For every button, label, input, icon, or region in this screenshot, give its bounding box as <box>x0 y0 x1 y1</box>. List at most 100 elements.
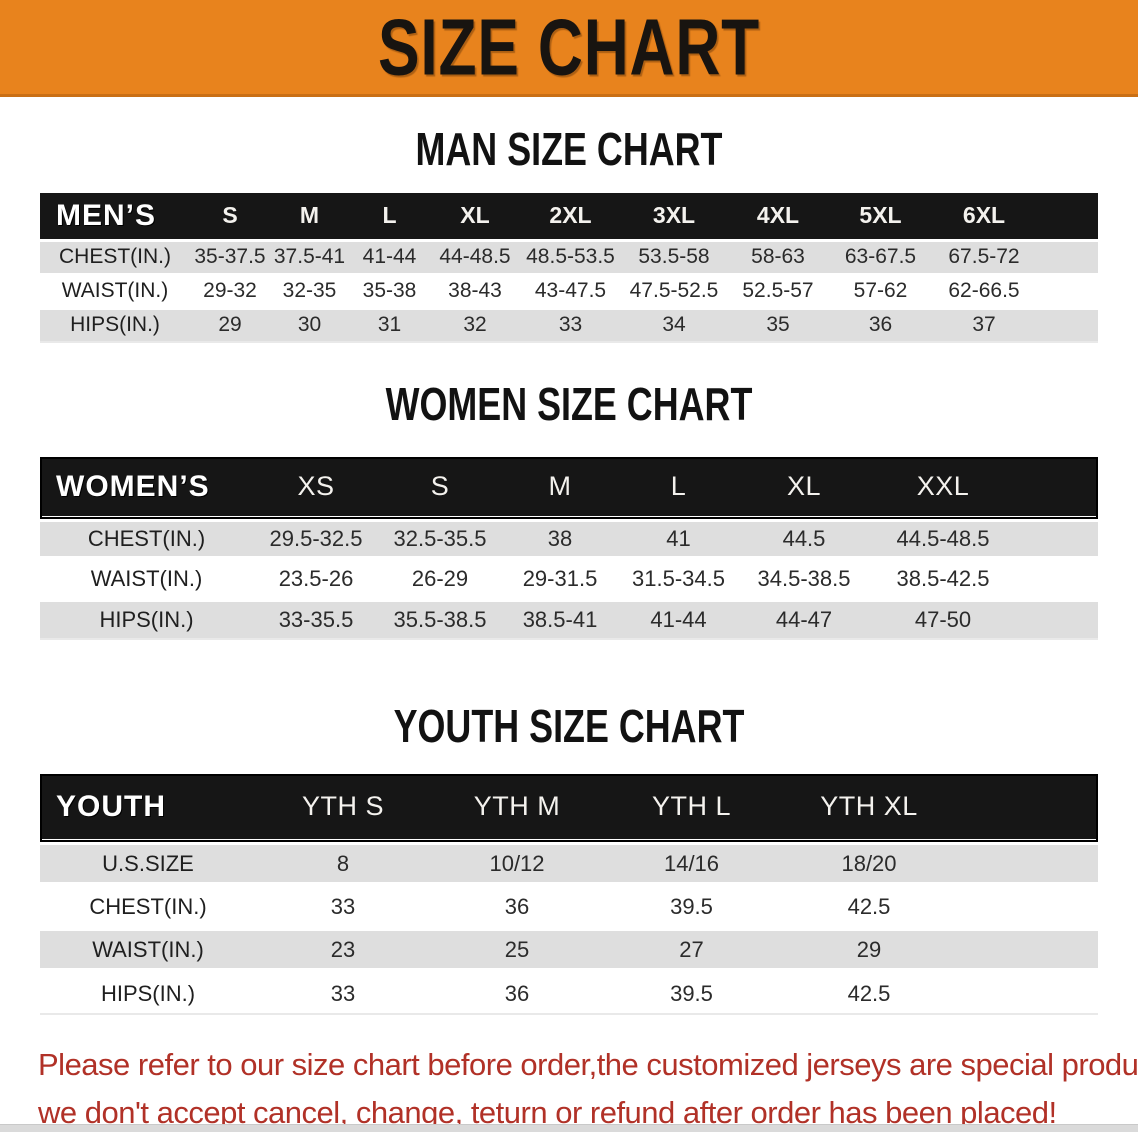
size-value: 48.5-53.5 <box>526 245 615 268</box>
size-value: 33 <box>330 980 356 1006</box>
row-label: HIPS(IN.) <box>99 607 194 632</box>
size-value: 32-35 <box>282 279 337 302</box>
size-value: 62-66.5 <box>948 279 1020 302</box>
row-label: U.S.SIZE <box>102 850 194 876</box>
size-value: 10/12 <box>489 850 545 876</box>
row-label: CHEST(IN.) <box>87 526 206 551</box>
table-row: HIPS(IN.) 33 36 39.5 42.5 <box>40 971 1098 1014</box>
size-value: 29-31.5 <box>522 566 598 591</box>
row-label: CHEST(IN.) <box>89 893 207 919</box>
men-section-heading: MAN SIZE CHART <box>415 123 723 175</box>
row-label: HIPS(IN.) <box>100 980 196 1006</box>
filler-cell <box>959 971 1098 1014</box>
size-column-header: M <box>299 202 320 229</box>
size-column-header: XS <box>297 471 335 501</box>
size-value: 34.5-38.5 <box>757 566 851 591</box>
youth-section-heading: YOUTH SIZE CHART <box>393 700 745 752</box>
row-label: HIPS(IN.) <box>70 313 160 337</box>
size-value: 31.5-34.5 <box>632 566 725 591</box>
size-value: 41-44 <box>362 245 417 268</box>
size-value: 29.5-32.5 <box>269 526 363 551</box>
size-value: 23 <box>330 936 356 962</box>
size-value: 44.5 <box>782 526 826 551</box>
size-value: 31 <box>377 313 402 337</box>
size-value: 33-35.5 <box>278 607 354 632</box>
size-value: 42.5 <box>847 893 891 919</box>
size-value: 8 <box>336 850 350 876</box>
size-value: 32 <box>463 313 487 337</box>
table-header-row: WOMEN’S XS S M L XL XXL <box>40 457 1098 519</box>
filler-cell <box>959 774 1098 842</box>
size-value: 32.5-35.5 <box>393 526 487 551</box>
women-size-table: WOMEN’S XS S M L XL XXL CHEST(IN.) 29.5-32.5 32.5… <box>40 457 1098 640</box>
filler-cell <box>1036 274 1098 308</box>
disclaimer-line-1: Please refer to our size chart before or… <box>38 1047 1138 1082</box>
size-value: 41-44 <box>650 607 707 632</box>
table-title-cell: WOMEN’S <box>56 469 210 503</box>
size-column-header: L <box>670 471 687 501</box>
row-label: WAIST(IN.) <box>92 936 204 962</box>
size-value: 38.5-41 <box>522 607 598 632</box>
table-header-row: MEN’S S M L XL 2XL 3XL 4XL 5XL 6XL <box>40 193 1098 240</box>
size-value: 42.5 <box>847 980 891 1006</box>
banner-title: SIZE CHART <box>377 2 761 92</box>
filler-cell <box>1016 457 1098 519</box>
size-value: 25 <box>504 936 530 962</box>
size-value: 37 <box>972 313 996 337</box>
size-column-header: YTH S <box>301 791 384 821</box>
size-value: 47-50 <box>914 607 972 632</box>
row-label: CHEST(IN.) <box>59 245 171 268</box>
men-size-table: MEN’S S M L XL 2XL 3XL 4XL 5XL 6XL CHEST(IN.) 35-37… <box>40 193 1098 343</box>
size-value: 37.5-41 <box>273 245 346 268</box>
filler-cell <box>1016 559 1098 599</box>
size-value: 38-43 <box>448 279 502 302</box>
row-label: WAIST(IN.) <box>61 279 169 302</box>
table-row: CHEST(IN.) 35-37.5 37.5-41 41-44 44-48.5 48.5… <box>40 240 1098 274</box>
size-value: 39.5 <box>670 893 713 919</box>
size-column-header: XXL <box>916 471 970 501</box>
size-column-header: XL <box>786 471 822 501</box>
table-title-cell: YOUTH <box>56 789 166 823</box>
table-row: WAIST(IN.) 29-32 32-35 35-38 38-43 43-47.5 47.… <box>40 274 1098 308</box>
size-value: 38 <box>547 526 573 551</box>
size-value: 67.5-72 <box>948 245 1020 268</box>
filler-cell <box>1036 308 1098 342</box>
size-value: 44.5-48.5 <box>896 526 990 551</box>
youth-size-table: YOUTH YTH S YTH M YTH L YTH XL U.S.SIZE 8 10/12… <box>40 774 1098 1015</box>
size-column-header: 5XL <box>859 202 902 229</box>
size-value: 38.5-42.5 <box>896 566 990 591</box>
filler-cell <box>1016 519 1098 559</box>
size-value: 63-67.5 <box>844 245 917 268</box>
size-value: 36 <box>504 893 530 919</box>
size-chart-banner: SIZE CHART <box>0 0 1138 97</box>
size-column-header: 3XL <box>652 202 696 229</box>
size-column-header: S <box>222 202 238 229</box>
size-value: 35.5-38.5 <box>393 607 487 632</box>
size-value: 29-32 <box>203 279 257 302</box>
size-value: 35-38 <box>362 279 417 302</box>
size-column-header: L <box>382 202 397 229</box>
size-value: 44-48.5 <box>439 245 511 268</box>
filler-cell <box>959 885 1098 928</box>
size-value: 18/20 <box>841 850 897 876</box>
size-value: 35-37.5 <box>194 245 266 268</box>
size-value: 14/16 <box>663 850 720 876</box>
size-value: 57-62 <box>853 279 908 302</box>
size-value: 53.5-58 <box>638 245 710 268</box>
filler-cell <box>1036 193 1098 240</box>
table-row: WAIST(IN.) 23.5-26 26-29 29-31.5 31.5-34.5 34… <box>40 559 1098 599</box>
size-value: 26-29 <box>411 566 469 591</box>
table-row: U.S.SIZE 8 10/12 14/16 18/20 <box>40 842 1098 885</box>
size-value: 33 <box>330 893 356 919</box>
size-value: 36 <box>868 313 893 337</box>
size-value: 58-63 <box>751 245 805 268</box>
women-section-heading: WOMEN SIZE CHART <box>385 378 753 430</box>
size-value: 34 <box>662 313 686 337</box>
size-column-header: S <box>430 471 450 501</box>
size-value: 39.5 <box>670 980 713 1006</box>
filler-cell <box>1036 240 1098 274</box>
size-value: 52.5-57 <box>742 279 814 302</box>
size-column-header: 6XL <box>962 202 1006 229</box>
table-row: HIPS(IN.) 29 30 31 32 33 34 35 36 37 <box>40 308 1098 342</box>
size-value: 27 <box>679 936 704 962</box>
